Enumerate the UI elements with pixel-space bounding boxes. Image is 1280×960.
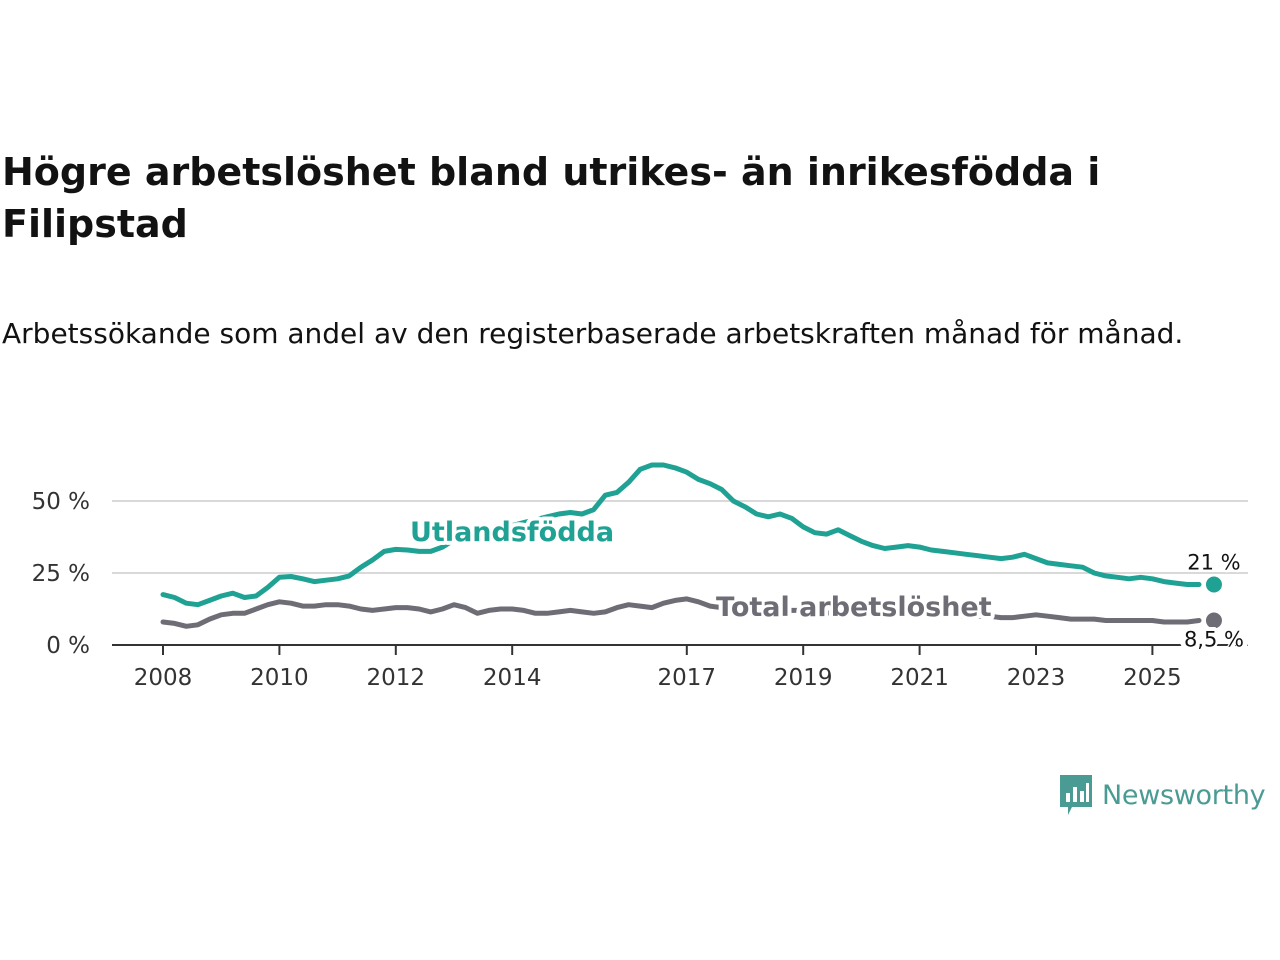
x-tick-label: 2012: [367, 665, 426, 691]
end-label-utlandsfodda: 21 %: [1187, 551, 1240, 575]
newsworthy-icon: [1060, 775, 1092, 815]
y-tick-label: 50 %: [32, 489, 90, 515]
series-end-point-utlandsfodda: [1205, 576, 1222, 593]
series-line-total: [160, 596, 1202, 629]
end-label-halo: 8,5 %: [1181, 627, 1247, 653]
x-tick-label: 2008: [134, 665, 193, 691]
x-tick-label: 2025: [1123, 665, 1182, 691]
series-end-point-total: [1205, 612, 1222, 629]
x-tick-label: 2010: [250, 665, 309, 691]
brand-name: Newsworthy: [1102, 779, 1266, 811]
series-label-total: Total arbetslöshet: [716, 592, 992, 623]
x-tick-label: 2019: [774, 665, 833, 691]
x-tick-label: 2014: [483, 665, 542, 691]
line-chart: 0 % 25 % 50 % 2008 2010 2012 2014 2017 2019 2021 2…: [32, 462, 1249, 691]
newsworthy-logo: Newsworthy: [1058, 773, 1266, 817]
chart-title: Högre arbetslöshet bland utrikes- än inr…: [2, 150, 1101, 246]
y-tick-label: 0 %: [46, 633, 90, 659]
end-label-halo: 21 %: [1185, 550, 1243, 576]
y-tick-label: 25 %: [32, 561, 90, 587]
end-label-total: 8,5 %: [1184, 628, 1244, 652]
series-label-utlandsfodda: Utlandsfödda: [410, 517, 614, 548]
x-tick-label: 2021: [890, 665, 949, 691]
x-tick-label: 2023: [1007, 665, 1066, 691]
series-label-utlandsfodda-halo: Utlandsfödda: [410, 517, 614, 548]
chart-subtitle: Arbetssökande som andel av den registerb…: [2, 317, 1184, 350]
x-tick-label: 2017: [658, 665, 717, 691]
series-label-total-halo: Total arbetslöshet: [716, 592, 992, 623]
series-line-utlandsfodda: [160, 462, 1202, 608]
